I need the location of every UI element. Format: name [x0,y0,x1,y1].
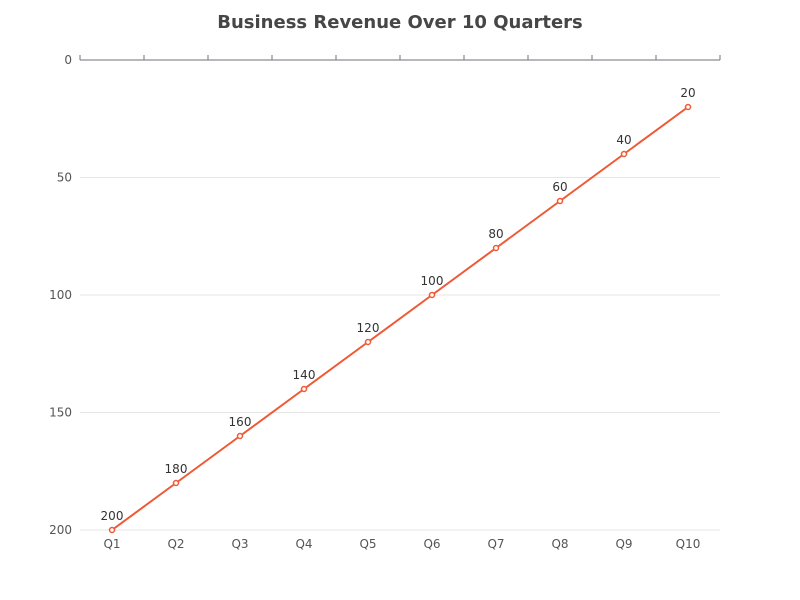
data-label: 60 [552,180,567,194]
data-label: 80 [488,227,503,241]
x-tick-label: Q6 [423,537,440,551]
x-tick-label: Q2 [167,537,184,551]
grid-lines [80,177,720,531]
data-point[interactable] [236,432,244,440]
data-point[interactable] [108,526,116,534]
data-label: 40 [616,133,631,147]
data-label: 20 [680,86,695,100]
x-tick-label: Q9 [615,537,632,551]
x-tick-label: Q1 [103,537,120,551]
x-tick-label: Q7 [487,537,504,551]
chart-title: Business Revenue Over 10 Quarters [217,12,583,33]
data-label: 200 [101,509,124,523]
data-labels: 200 180 160 140 120 100 80 60 40 20 [101,86,696,523]
data-point[interactable] [364,338,372,346]
y-tick-label: 50 [57,171,72,185]
x-tick-label: Q10 [676,537,701,551]
axes: 0 50 100 150 200 Q1 Q2 Q3 Q4 Q5 Q6 Q7 Q8 Q9 Q10 [49,53,721,551]
x-tick-label: Q5 [359,537,376,551]
y-tick-label: 0 [64,53,72,67]
y-tick-label: 150 [49,406,72,420]
data-point[interactable] [620,150,628,158]
data-label: 160 [229,415,252,429]
x-tick-label: Q3 [231,537,248,551]
data-label: 120 [357,321,380,335]
x-tick-label: Q8 [551,537,568,551]
series-line [111,106,689,531]
data-label: 180 [165,462,188,476]
data-label: 140 [293,368,316,382]
data-point[interactable] [300,385,308,393]
data-point[interactable] [492,244,500,252]
series-revenue [108,103,692,534]
x-tick-label: Q4 [295,537,312,551]
y-tick-label: 200 [49,523,72,537]
data-point[interactable] [428,291,436,299]
data-point[interactable] [556,197,564,205]
data-point[interactable] [172,479,180,487]
data-label: 100 [421,274,444,288]
y-tick-label: 100 [49,288,72,302]
data-point[interactable] [684,103,692,111]
